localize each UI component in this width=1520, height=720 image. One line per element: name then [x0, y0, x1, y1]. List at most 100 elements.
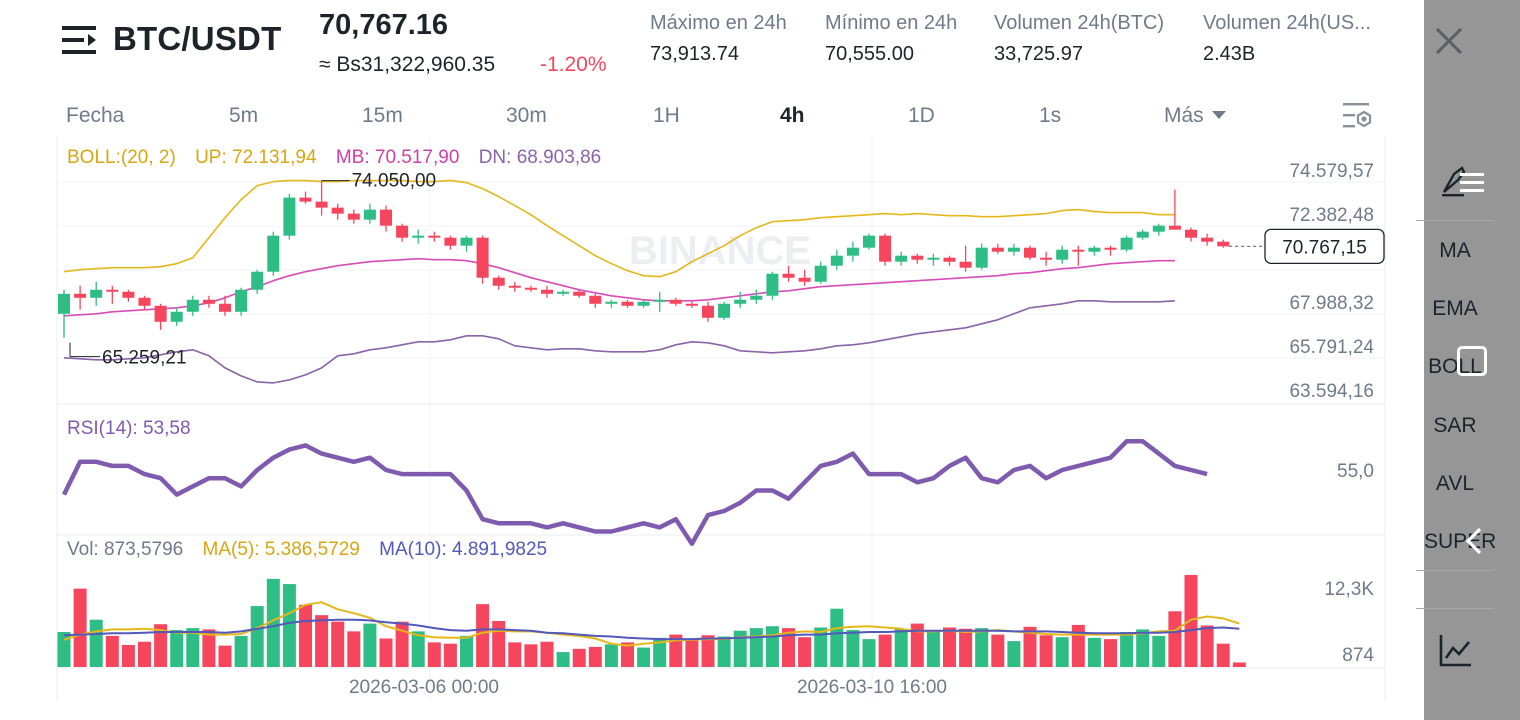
panel-divider: [1416, 608, 1494, 609]
boll-mb-label: MB: 70.517,90: [335, 147, 460, 168]
tab-4h[interactable]: 4h: [780, 104, 805, 127]
candle-body: [363, 209, 376, 220]
candle-body: [1185, 229, 1197, 238]
stat-label: Volumen 24h(US...: [1203, 12, 1371, 34]
indicator-ma[interactable]: MA: [1439, 239, 1471, 262]
volume-bar: [250, 606, 264, 667]
volume-bar: [733, 630, 747, 667]
volume-bar: [476, 604, 490, 667]
volume-bar: [1104, 639, 1117, 667]
candle-body: [492, 277, 505, 286]
candle-body: [1088, 247, 1101, 252]
chevron-left-icon[interactable]: [1462, 526, 1486, 556]
interval-tabs: Fecha 5m 15m 30m 1H 4h 1D 1s Más: [0, 100, 1424, 136]
candle-body: [90, 289, 103, 298]
tab-1d[interactable]: 1D: [908, 104, 935, 127]
volume-bar: [1023, 626, 1037, 667]
rsi-line: [61, 439, 1208, 547]
volume-bar: [218, 645, 232, 667]
time-axis-label: 2026-03-10 16:00: [797, 677, 947, 698]
indicator-boll[interactable]: BOLL: [1428, 355, 1482, 378]
chart-settings-icon[interactable]: [1340, 100, 1374, 132]
volume-bar: [637, 647, 651, 667]
volume-bar: [282, 584, 296, 667]
volume-bar: [299, 604, 312, 667]
candle-body: [1120, 237, 1133, 250]
close-icon[interactable]: [1434, 26, 1464, 56]
candlestick-chart[interactable]: BINANCE 74.050,00 65.259,21 74.579,57 72.3…: [0, 136, 1424, 720]
volume-bar: [1055, 637, 1069, 667]
candle-body: [202, 299, 215, 304]
volume-bar: [1152, 635, 1166, 667]
square-overlay-icon: [1457, 346, 1487, 376]
volume-bar: [814, 627, 828, 667]
fiat-price: ≈ Bs31,322,960.35: [319, 53, 496, 76]
candle-body: [460, 237, 473, 246]
menu-arrow-icon[interactable]: [62, 24, 98, 56]
indicator-ema[interactable]: EMA: [1432, 297, 1478, 320]
volume-bar: [959, 628, 973, 667]
candle-body: [846, 247, 859, 256]
volume-bar: [73, 588, 87, 667]
pair-title[interactable]: BTC/USDT: [113, 20, 282, 57]
volume-bar: [57, 632, 71, 667]
volume-bar: [411, 631, 425, 667]
boll-upper-line: [63, 179, 1175, 278]
volume-bar: [540, 641, 554, 667]
stat-low-24h: Mínimo en 24h 70,555.00: [825, 12, 957, 66]
volume-bar: [1039, 635, 1053, 667]
boll-middle-line: [63, 257, 1175, 317]
candle-body: [782, 273, 795, 278]
tab-more[interactable]: Más: [1164, 100, 1226, 132]
volume-bar: [943, 627, 956, 667]
candle-body: [1152, 225, 1165, 232]
volume-bar: [427, 642, 441, 667]
price-axis-label: 67.988,32: [1289, 293, 1374, 314]
candle-body: [186, 299, 199, 312]
volume-bar: [556, 652, 570, 667]
volume-bar: [186, 628, 200, 667]
drawing-tools-icon[interactable]: [1440, 164, 1486, 198]
stat-value: 73,913.74: [650, 43, 739, 65]
volume-bar: [846, 630, 860, 667]
candle-body: [1201, 237, 1214, 242]
candles: [58, 180, 1230, 338]
tab-1h[interactable]: 1H: [653, 104, 680, 127]
tab-30m[interactable]: 30m: [506, 104, 547, 127]
indicator-super[interactable]: SUPER: [1424, 530, 1497, 553]
candle-body: [154, 305, 167, 322]
candle-body: [863, 235, 875, 248]
volume-bar: [991, 634, 1005, 667]
volume-bar: [1087, 637, 1101, 667]
tab-5m[interactable]: 5m: [229, 104, 259, 127]
volume-bar: [1007, 641, 1021, 667]
candle-body: [589, 295, 602, 304]
candle-body: [1007, 247, 1020, 252]
candle-body: [106, 289, 119, 292]
tab-1s[interactable]: 1s: [1039, 104, 1062, 127]
rsi-pane: 55,0: [61, 439, 1374, 547]
price-axis: 74.579,57 72.382,48 67.988,32 65.791,24 63.5…: [1229, 161, 1385, 402]
volume-bar: [588, 646, 602, 667]
time-axis-label: 2026-03-06 00:00: [349, 677, 499, 698]
volume-bar: [653, 637, 667, 667]
candle-body: [283, 197, 296, 236]
candle-body: [380, 209, 392, 226]
trend-chart-icon[interactable]: [1438, 632, 1474, 668]
price-axis-label: 74.579,57: [1289, 161, 1374, 182]
volume-bar: [460, 635, 473, 667]
candle-body: [750, 295, 763, 300]
candle-body: [557, 291, 570, 294]
current-price-box: [1264, 228, 1385, 264]
candle-body: [235, 289, 248, 312]
candle-body: [621, 301, 634, 306]
indicator-sar[interactable]: SAR: [1433, 414, 1477, 437]
high-marker-label: 74.050,00: [352, 171, 437, 192]
tab-fecha[interactable]: Fecha: [66, 104, 125, 127]
vol-ma5-label: MA(5): 5.386,5729: [202, 539, 360, 560]
candle-body: [814, 265, 827, 282]
tab-15m[interactable]: 15m: [362, 104, 403, 127]
indicator-avl[interactable]: AVL: [1435, 472, 1475, 495]
current-price-label: 70.767,15: [1282, 237, 1367, 258]
volume-bar: [170, 630, 184, 667]
